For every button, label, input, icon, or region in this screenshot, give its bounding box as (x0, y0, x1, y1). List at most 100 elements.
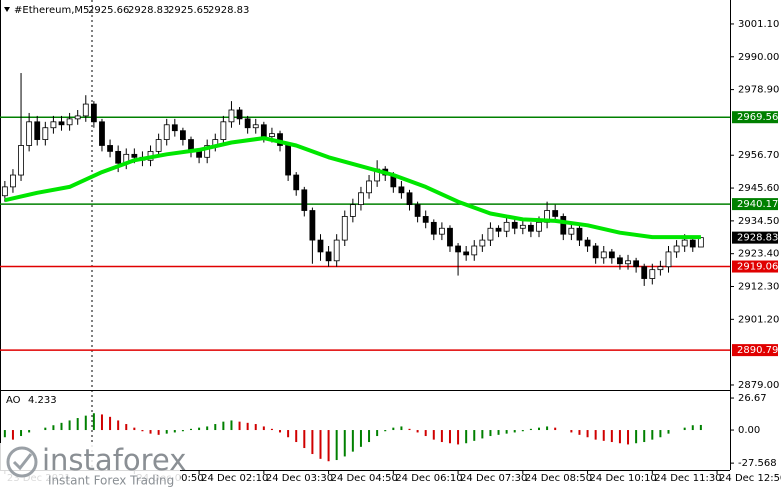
watermark-tagline: Instant Forex Trading (48, 474, 174, 488)
candle-body (689, 239, 696, 248)
candle-body (471, 245, 478, 256)
candle-body (455, 245, 461, 253)
x-tick-label: 24 Dec 12:50 (719, 473, 781, 484)
price-tag (732, 231, 778, 244)
candle-body (349, 204, 356, 217)
candle-body (511, 221, 518, 229)
candle-body (430, 221, 437, 235)
ohlc-low: 2925.65 (168, 5, 209, 16)
candle-body (18, 145, 24, 176)
candle-body (325, 251, 332, 262)
candle-body (366, 180, 372, 194)
y-tick-label: 2934.50 (738, 216, 779, 227)
candle-body (633, 260, 640, 268)
candle-body (406, 192, 413, 206)
candle-body (82, 103, 89, 117)
x-tick-label: 24 Dec 06:10 (395, 473, 462, 484)
candle-body (528, 224, 534, 232)
candle-body (552, 210, 559, 217)
moving-average (4, 136, 701, 240)
candle-body (681, 239, 688, 247)
candle-body (495, 227, 502, 232)
candle-body (74, 115, 81, 120)
x-tick-label: 24 Dec 07:30 (460, 473, 527, 484)
candle-body (592, 245, 599, 259)
candle-body (625, 260, 631, 265)
candle-body (673, 245, 680, 253)
candle-body (438, 227, 445, 235)
candle-body (657, 266, 664, 271)
y-tick-label: 2990.00 (738, 52, 779, 63)
candle-body (333, 239, 340, 262)
level-label: 2890.79 (737, 345, 778, 356)
candle-body (42, 127, 49, 140)
candle-body (665, 251, 672, 268)
candle-body (641, 266, 648, 279)
candle-body (560, 216, 567, 235)
candle-body (34, 121, 41, 140)
candle-body (285, 145, 292, 176)
candle-body (171, 124, 178, 132)
x-tick-label: 24 Dec 02:10 (201, 473, 268, 484)
y-tick-label: 2978.90 (738, 85, 779, 96)
y-tick-label: 2879.00 (738, 380, 779, 391)
candle-body (293, 174, 300, 191)
y-tick-label: 2912.30 (738, 282, 779, 293)
candle-body (576, 227, 583, 241)
chart-title: #Ethereum,M5 (14, 5, 89, 16)
candle-body (155, 139, 162, 152)
candle-body (487, 227, 494, 241)
candle-body (236, 109, 243, 120)
candle-body (131, 153, 138, 158)
candle-body (519, 224, 526, 229)
candle-body (99, 121, 105, 146)
candle-body (115, 150, 122, 164)
candle-body (584, 239, 591, 247)
y-tick-label: 2956.70 (738, 150, 779, 161)
ao-tick-label: 26.67 (738, 393, 767, 404)
x-tick-label: 24 Dec 08:50 (525, 473, 592, 484)
ao-tick-label: -27.568 (738, 458, 777, 469)
candle-body (66, 118, 73, 126)
candle-body (269, 133, 275, 138)
candle-body (244, 118, 251, 129)
level-tag (732, 111, 778, 124)
candle-body (90, 103, 97, 123)
indicator-name: AO (6, 395, 21, 406)
price-tag-label: 2928.83 (737, 233, 778, 244)
x-tick-label: 24 Dec 11:30 (654, 473, 721, 484)
indicator-value: 4.233 (28, 395, 57, 406)
y-tick-label: 2901.20 (738, 314, 779, 325)
candle-body (26, 121, 33, 146)
ohlc-high: 2928.83 (128, 5, 169, 16)
level-tag (732, 260, 778, 273)
watermark-brand: instaforex (42, 443, 186, 477)
candle-body (220, 121, 227, 140)
logo-ring (6, 446, 38, 478)
level-label: 2969.56 (737, 112, 778, 123)
candle-body (260, 124, 267, 138)
candle-body (479, 239, 486, 247)
y-tick-label: 3001.10 (738, 19, 779, 30)
menu-arrow[interactable] (4, 7, 10, 12)
candle-body (503, 221, 510, 232)
level-tag (732, 198, 778, 211)
candle-body (252, 124, 259, 129)
y-tick-label: 2923.40 (738, 249, 779, 260)
plot-layer: 3001.10 2990.00 2978.90 2956.70 2945.60 2934.… (0, 19, 781, 484)
candle-body (228, 109, 235, 123)
candle-body (309, 210, 316, 241)
logo-mark (12, 453, 33, 471)
level-label: 2940.17 (737, 199, 778, 210)
candle-body (204, 145, 211, 158)
y-tick-label: 2945.60 (738, 183, 779, 194)
candle-body (50, 121, 57, 129)
candle-body (196, 150, 202, 158)
candle-body (180, 130, 186, 140)
watermark: instaforex Instant Forex Trading (0, 443, 186, 489)
candle-body (317, 239, 324, 253)
candle-body (107, 145, 113, 152)
ao-tick-label: 0.00 (738, 425, 760, 436)
x-tick-label: 24 Dec 03:30 (266, 473, 333, 484)
